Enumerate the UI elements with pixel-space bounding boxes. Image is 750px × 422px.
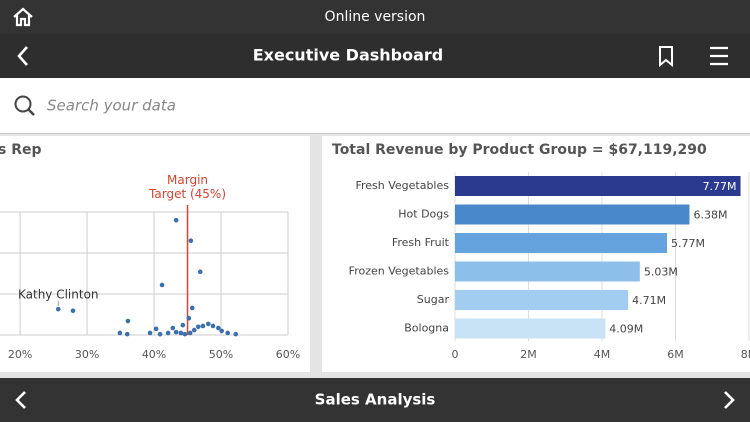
- category-label: Fresh Fruit: [392, 236, 450, 249]
- scatter-point: [197, 269, 203, 275]
- category-label: Frozen Vegetables: [349, 265, 450, 278]
- bar-chart: Total Revenue by Product Group = $67,119…: [332, 142, 750, 361]
- scatter-point: [170, 325, 176, 331]
- value-label: 7.77M: [703, 180, 737, 193]
- x-tick-label: 30%: [75, 348, 99, 361]
- category-label: Fresh Vegetables: [355, 179, 449, 192]
- scatter-point: [187, 330, 193, 336]
- scatter-point: [200, 323, 206, 329]
- bar: [455, 290, 629, 310]
- reference-label: Margin Target (45%): [148, 173, 226, 201]
- search-icon: [14, 95, 32, 113]
- scatter-point: [157, 331, 163, 337]
- top-bar: [0, 0, 750, 34]
- scatter-point: [189, 305, 195, 311]
- scatter-point: [55, 306, 61, 312]
- x-tick-label: 40%: [142, 348, 166, 361]
- x-tick-label: 8M: [741, 348, 750, 361]
- scatter-point: [153, 326, 159, 332]
- value-label: 4.09M: [609, 323, 643, 336]
- scatter-chart: s Rep 20% 30% 40% 50% 60% Margin Target (45%) Ka…: [0, 142, 300, 361]
- scatter-point: [70, 308, 76, 314]
- prev-sheet-button[interactable]: [15, 391, 26, 409]
- scatter-point: [178, 330, 184, 336]
- card: [0, 136, 310, 372]
- scatter-point: [173, 217, 179, 223]
- chart-title: Total Revenue by Product Group = $67,119…: [332, 142, 707, 158]
- scatter-point: [173, 329, 179, 335]
- footer-bar: [0, 378, 750, 422]
- scatter-point: [165, 330, 171, 336]
- category-label: Sugar: [417, 293, 450, 306]
- x-tick-label: 2M: [520, 348, 537, 361]
- search-icon-handle: [27, 108, 35, 116]
- back-button[interactable]: [17, 46, 28, 66]
- scatter-point: [186, 315, 192, 321]
- scatter-point: [159, 282, 165, 288]
- next-sheet-button[interactable]: [724, 391, 735, 409]
- menu-button[interactable]: [710, 46, 728, 66]
- scatter-point: [216, 325, 221, 331]
- header-title: Executive Dashboard: [253, 46, 444, 65]
- bar: [455, 176, 741, 196]
- category-label: Hot Dogs: [398, 208, 449, 221]
- scatter-point: [182, 331, 188, 337]
- chart-title: s Rep: [0, 142, 42, 158]
- x-tick-label: 0: [452, 348, 459, 361]
- scatter-point: [225, 330, 231, 336]
- value-label: 6.38M: [693, 209, 727, 222]
- x-tick-label: 60%: [276, 348, 300, 361]
- point-label: Kathy Clinton: [18, 288, 99, 302]
- value-label: 4.71M: [632, 294, 666, 307]
- scatter-point: [210, 323, 216, 329]
- scatter-point: [191, 327, 197, 333]
- scatter-point: [117, 330, 123, 336]
- bars: Fresh Vegetables 7.77M Hot Dogs 6.38M Fresh …: [349, 176, 741, 339]
- value-label: 5.77M: [671, 237, 705, 250]
- scatter-point: [219, 328, 224, 334]
- bar: [455, 261, 640, 282]
- scatter-point: [188, 238, 194, 243]
- x-tick-label: 20%: [8, 348, 32, 361]
- scatter-point: [180, 322, 186, 328]
- value-label: 5.03M: [644, 266, 678, 279]
- scatter-point: [195, 324, 201, 330]
- header-bar: [0, 34, 750, 78]
- scatter-point: [205, 321, 211, 327]
- bar: [455, 233, 668, 253]
- search-placeholder[interactable]: Search your data: [47, 97, 176, 115]
- x-tick-label: 4M: [594, 348, 611, 361]
- x-tick-label: 50%: [209, 348, 233, 361]
- bookmark-button[interactable]: [659, 46, 673, 68]
- bar: [455, 204, 690, 225]
- search-bar[interactable]: [0, 78, 750, 133]
- bar: [455, 318, 606, 339]
- footer-title: Sales Analysis: [315, 391, 436, 409]
- top-title: Online version: [325, 9, 426, 25]
- scatter-point: [233, 331, 239, 337]
- scatter-point: [125, 318, 131, 324]
- scatter-point: [124, 331, 130, 337]
- x-tick-label: 6M: [667, 348, 684, 361]
- home-icon[interactable]: [13, 7, 33, 27]
- category-label: Bologna: [404, 322, 449, 335]
- scatter-point: [147, 330, 153, 336]
